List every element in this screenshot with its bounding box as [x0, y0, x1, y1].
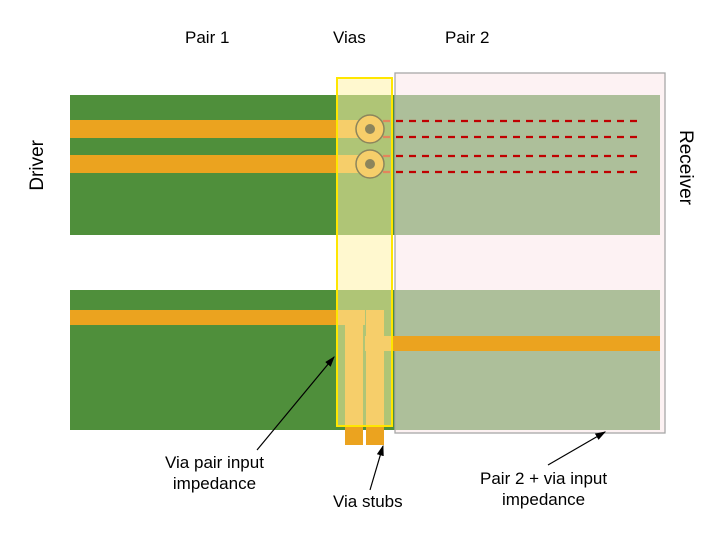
arrow-pair2-via-input — [548, 432, 605, 465]
annot-via-pair-l2: impedance — [173, 474, 256, 493]
diagram-stage: Pair 1 Vias Pair 2 Driver Receiver — [0, 0, 717, 535]
diagram-svg — [0, 0, 717, 535]
annot-via-stubs: Via stubs — [333, 492, 403, 512]
receiver-region — [395, 73, 665, 433]
bot-trace-left — [70, 310, 365, 325]
annot-pair2-l1: Pair 2 + via input — [480, 469, 607, 488]
trace-pair1-lower — [70, 155, 365, 173]
annot-pair2-via-input: Pair 2 + via input impedance — [480, 468, 607, 511]
trace-pair1-upper — [70, 120, 365, 138]
annot-via-pair-l1: Via pair input — [165, 453, 264, 472]
vias-highlight — [337, 78, 392, 426]
annot-pair2-l2: impedance — [502, 490, 585, 509]
arrow-via-stubs — [370, 446, 383, 490]
annot-via-pair-input: Via pair input impedance — [165, 452, 264, 495]
bot-trace-right — [365, 336, 660, 351]
